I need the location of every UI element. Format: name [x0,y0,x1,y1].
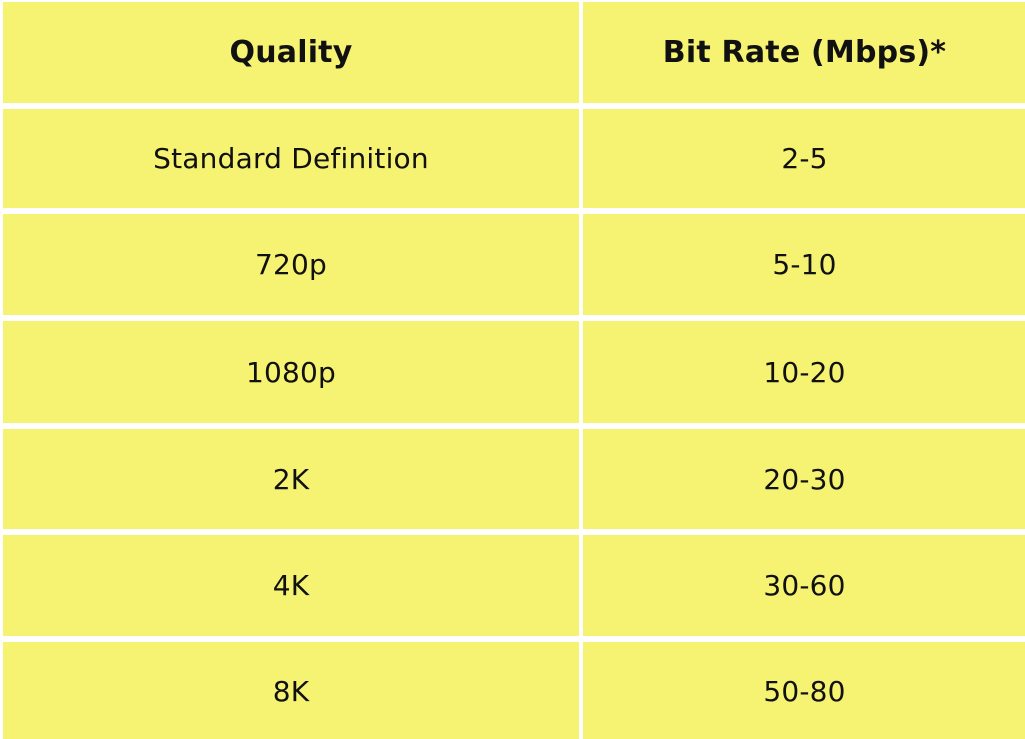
table-cell-quality: 2K [3,429,579,529]
table-cell-quality: 1080p [3,321,579,423]
table-cell-bitrate: 5-10 [583,214,1025,315]
table-cell-bitrate: 30-60 [583,535,1025,636]
header-bitrate: Bit Rate (Mbps)* [583,2,1025,103]
table-cell-quality: 720p [3,214,579,315]
table-cell-quality: 8K [3,642,579,739]
table-cell-quality: Standard Definition [3,109,579,208]
header-quality: Quality [3,2,579,103]
table-cell-bitrate: 2-5 [583,109,1025,208]
table-cell-bitrate: 10-20 [583,321,1025,423]
table-cell-quality: 4K [3,535,579,636]
table-cell-bitrate: 50-80 [583,642,1025,739]
table-cell-bitrate: 20-30 [583,429,1025,529]
